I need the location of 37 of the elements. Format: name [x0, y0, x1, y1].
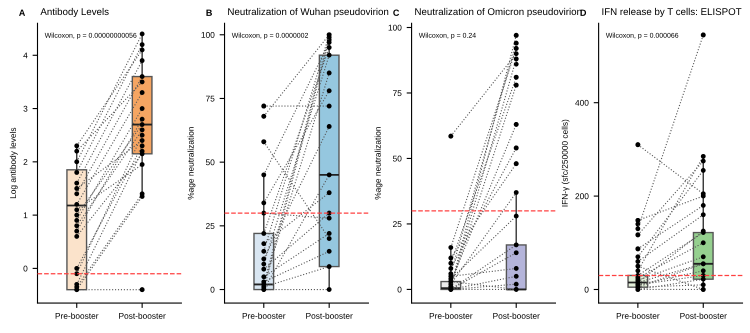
- y-tick-label: 75: [393, 90, 402, 96]
- y-tick-label: 1: [24, 212, 28, 218]
- text: B: [206, 10, 212, 16]
- y-tick-label: 0: [210, 286, 214, 293]
- x-tick-label: Post-booster: [493, 312, 540, 319]
- text: C: [393, 10, 400, 16]
- y-tick-label: 25: [206, 223, 214, 229]
- x-tick-label: Pre-booster: [242, 312, 286, 319]
- y-tick-label: 50: [392, 156, 402, 162]
- y-tick-label: 2: [24, 159, 28, 165]
- y-tick-label: 50: [206, 159, 214, 166]
- x-tick-label: Pre-booster: [430, 312, 472, 319]
- y-tick-label: 4: [23, 52, 28, 58]
- x-tick-label: Pre-booster: [56, 312, 98, 319]
- x-tick-label: Post-booster: [680, 312, 727, 319]
- y-tick-label: 3: [23, 106, 28, 112]
- x-tick-label: Pre-booster: [616, 312, 660, 319]
- x-tick-label: Post-booster: [119, 312, 166, 319]
- chart-title: Neutralization of Wuhan pseudovirion: [228, 8, 388, 17]
- y-tick-label: 100: [202, 32, 214, 38]
- y-tick-label: 100: [388, 24, 402, 31]
- text: A: [19, 10, 26, 16]
- y-tick-label: 400: [575, 100, 589, 106]
- y-axis-title: IFN-γ (sfc/250000 cells): [562, 120, 570, 206]
- y-axis-title: Log antibody levels: [10, 128, 18, 198]
- y-tick-label: 0: [23, 266, 28, 272]
- y-tick-label: 0: [584, 286, 589, 293]
- y-axis-title: %age neutralization: [374, 127, 382, 200]
- y-tick-label: 0: [398, 286, 402, 293]
- chart-title: Neutralization of Omicron pseudovirion: [415, 8, 582, 17]
- chart-title: Antibody Levels: [40, 8, 109, 17]
- y-axis-title: %age neutralization: [188, 127, 196, 200]
- y-tick-label: 200: [575, 193, 589, 200]
- y-tick-label: 75: [206, 96, 214, 102]
- y-tick-label: 25: [393, 221, 402, 228]
- x-tick-label: Post-booster: [306, 312, 353, 319]
- chart-title: IFN release by T cells: ELISPOT: [602, 8, 742, 17]
